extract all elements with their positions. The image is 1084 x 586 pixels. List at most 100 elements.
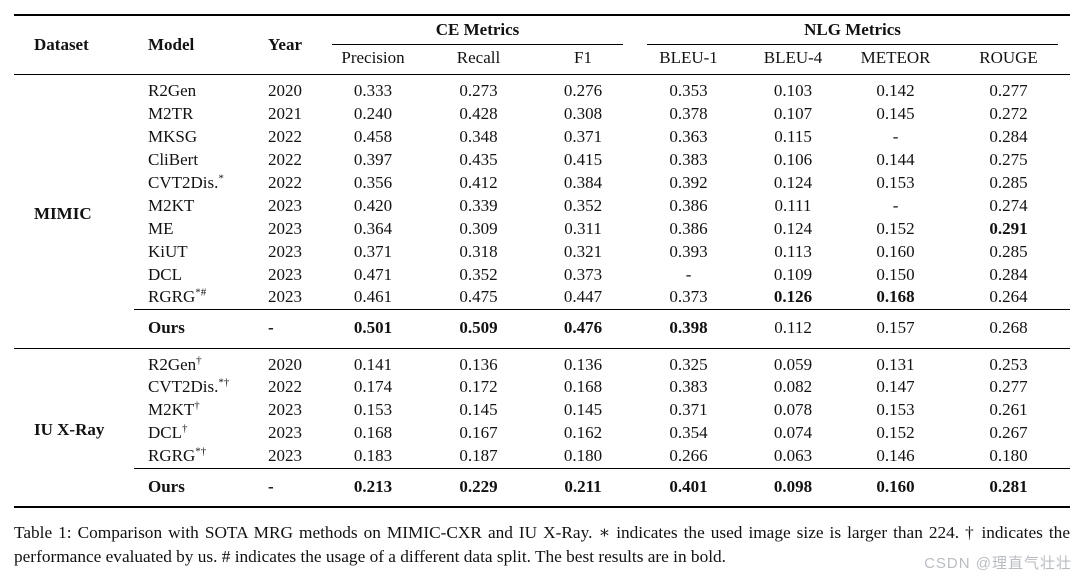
header-bleu4: BLEU-4 — [742, 45, 845, 75]
metric-value: 0.276 — [563, 81, 603, 100]
model-name: M2KT† — [148, 399, 200, 420]
table-header: Dataset Model Year CE Metrics NLG Metric… — [14, 15, 1071, 75]
header-meteor: METEOR — [844, 45, 948, 75]
metric-value: 0.111 — [774, 195, 812, 215]
metric-value: 0.167 — [459, 423, 498, 443]
year-value: 2020 — [268, 81, 302, 100]
metric-value: 0.501 — [320, 308, 426, 349]
header-group-ce-label: CE Metrics — [332, 20, 624, 45]
metric-value: 0.113 — [774, 241, 812, 261]
metric-value: 0.268 — [947, 308, 1071, 349]
metric-value: 0.229 — [426, 467, 531, 508]
metric-value: 0.147 — [876, 377, 915, 397]
year-value: - — [262, 308, 320, 349]
metric-value: 0.285 — [989, 172, 1028, 192]
metric-value: 0.392 — [669, 172, 708, 192]
metric-value: 0.339 — [459, 195, 498, 215]
metric-value: 0.267 — [989, 423, 1028, 443]
metric-value: 0.078 — [773, 400, 813, 420]
metric-value: 0.281 — [947, 467, 1071, 508]
metric-value: 0.309 — [459, 218, 498, 238]
metric-value: 0.458 — [353, 126, 393, 146]
table-row: Ours -0.501 0.509 0.476 0.398 0.112 0.157 0.268 — [14, 308, 1071, 349]
metric-value: 0.183 — [353, 446, 393, 466]
metric-value: 0.273 — [459, 81, 498, 100]
metric-value: 0.168 — [563, 377, 603, 397]
header-group-ce: CE Metrics — [320, 15, 635, 45]
year-value: 2022 — [268, 149, 302, 169]
metric-value: 0.261 — [989, 400, 1028, 420]
year-value: 2020 — [268, 354, 302, 374]
metric-value: 0.363 — [669, 126, 708, 146]
metric-value: 0.112 — [742, 308, 845, 349]
model-name: M2TR — [148, 103, 194, 123]
year-value: 2023 — [268, 264, 302, 284]
model-name: CVT2Dis.*† — [148, 376, 230, 397]
metric-value: 0.371 — [353, 241, 393, 261]
metric-value: - — [685, 264, 692, 284]
metric-value: 0.398 — [635, 308, 743, 349]
metric-value: 0.174 — [353, 377, 393, 397]
table-row: M2TR 2021 0.240 0.428 0.308 0.378 0.107 0.145 0.… — [14, 102, 1070, 125]
metric-value: 0.354 — [669, 423, 708, 443]
metric-value: 0.144 — [876, 149, 915, 169]
dataset-label: IU X-Ray — [34, 419, 105, 439]
metric-value: 0.373 — [669, 287, 708, 307]
table-row: M2KT† 2023 0.153 0.145 0.145 0.371 0.078 0.153 0… — [14, 399, 1070, 422]
metric-value: 0.471 — [353, 264, 393, 284]
header-dataset: Dataset — [14, 15, 134, 75]
model-name: CVT2Dis.* — [148, 172, 224, 192]
year-value: 2023 — [268, 400, 302, 420]
metric-value: 0.106 — [773, 149, 813, 169]
section-mimic: MIMIC R2Gen 2020 0.333 0.273 0.276 0.353 0.103 0… — [14, 75, 1071, 349]
metric-value: 0.475 — [459, 287, 498, 307]
year-value: 2023 — [268, 195, 302, 215]
metric-value: 0.384 — [563, 172, 603, 192]
metric-value: 0.373 — [563, 264, 603, 284]
table-row: Ours -0.213 0.229 0.211 0.401 0.098 0.160 0.281 — [14, 467, 1071, 508]
header-group-nlg-label: NLG Metrics — [647, 20, 1059, 45]
year-value: - — [262, 467, 320, 508]
results-table: Dataset Model Year CE Metrics NLG Metric… — [14, 14, 1071, 508]
metric-value: 0.284 — [989, 264, 1028, 284]
metric-value: 0.240 — [353, 103, 393, 123]
metric-value: 0.211 — [531, 467, 636, 508]
metric-value: 0.266 — [669, 446, 708, 466]
section-iu-xray: IU X-Ray R2Gen† 2020 0.141 0.136 0.136 0.325 0.… — [14, 348, 1071, 508]
header-recall: Recall — [426, 45, 531, 75]
model-name: R2Gen — [148, 81, 197, 100]
table-row: M2KT 2023 0.420 0.339 0.352 0.386 0.111 - 0.274 — [14, 194, 1070, 217]
header-precision: Precision — [320, 45, 426, 75]
metric-value: 0.509 — [426, 308, 531, 349]
metric-value: 0.187 — [459, 446, 498, 466]
metric-value: 0.415 — [563, 149, 603, 169]
year-value: 2023 — [268, 423, 302, 443]
metric-value: 0.115 — [774, 126, 812, 146]
metric-value: 0.152 — [876, 423, 915, 443]
metric-value: 0.180 — [989, 446, 1028, 466]
metric-value: 0.253 — [989, 354, 1028, 374]
metric-value: 0.476 — [531, 308, 636, 349]
metric-value: 0.145 — [459, 400, 498, 420]
model-superscript: † — [196, 353, 202, 366]
header-year: Year — [262, 15, 320, 75]
metric-value: 0.126 — [773, 287, 813, 307]
metric-value: 0.157 — [844, 308, 948, 349]
metric-value: 0.371 — [563, 126, 603, 146]
metric-value: 0.461 — [353, 287, 393, 307]
metric-value: 0.160 — [876, 241, 915, 261]
metric-value: 0.107 — [773, 103, 813, 123]
metric-value: 0.285 — [989, 241, 1028, 261]
metric-value: 0.098 — [742, 467, 845, 508]
metric-value: 0.213 — [320, 467, 426, 508]
metric-value: 0.371 — [669, 400, 708, 420]
model-superscript: *† — [218, 376, 230, 389]
model-superscript: † — [182, 422, 188, 435]
metric-value: 0.141 — [353, 354, 393, 374]
table-row: RGRG*# 2023 0.461 0.475 0.447 0.373 0.126 0.168… — [14, 286, 1070, 309]
model-name: R2Gen† — [148, 353, 202, 374]
metric-value: 0.264 — [989, 287, 1028, 307]
table-row: DCL† 2023 0.168 0.167 0.162 0.354 0.074 0.152 0.… — [14, 422, 1070, 445]
metric-value: 0.383 — [669, 149, 708, 169]
